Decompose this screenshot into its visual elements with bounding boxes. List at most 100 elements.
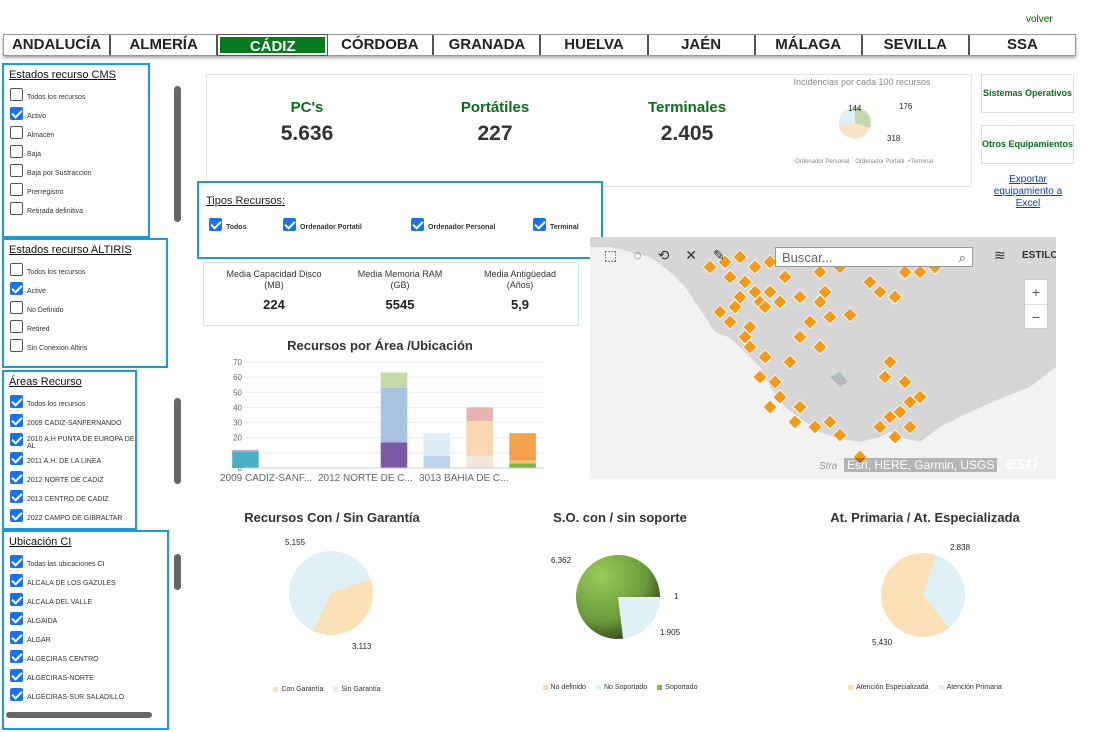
checkbox-item[interactable]: Retirada definitiva (4, 199, 148, 218)
tab-huelva[interactable]: HUELVA (541, 35, 649, 55)
select-circle-icon[interactable]: ◌ (633, 247, 642, 263)
checkbox[interactable] (10, 631, 23, 644)
layers-icon[interactable]: ≋ (994, 247, 1006, 263)
estilo-button[interactable]: ESTILO (1022, 250, 1056, 261)
exportar-excel-link[interactable]: Exportar equipamiento a Excel (993, 174, 1063, 209)
map-view[interactable]: ⬚ ◌ ⟲ ✕ ✎ Buscar... ⌕ ≋ ESTILO + − Stra … (590, 237, 1056, 479)
checkbox-item[interactable]: Retired (4, 317, 166, 336)
zoom-out-button[interactable]: − (1031, 309, 1041, 325)
estados-cms-scrollbar[interactable] (174, 86, 181, 222)
checkbox-item[interactable]: 2022 CAMPO DE GIBRALTAR (4, 506, 135, 525)
checkbox[interactable] (10, 650, 23, 663)
checkbox[interactable] (411, 218, 424, 231)
tab-almería[interactable]: ALMERÍA (111, 35, 219, 55)
volver-link[interactable]: volver (1026, 14, 1053, 25)
map-search-input[interactable]: Buscar... ⌕ (775, 247, 973, 267)
checkbox[interactable] (533, 218, 546, 231)
tipo-checkbox-item[interactable]: Ordenador Portatil (283, 215, 362, 234)
tipo-checkbox-item[interactable]: Terminal (533, 215, 579, 234)
checkbox[interactable] (10, 414, 23, 427)
tab-málaga[interactable]: MÁLAGA (756, 35, 863, 55)
tab-jaén[interactable]: JAÉN (649, 35, 756, 55)
checkbox[interactable] (10, 555, 23, 568)
map-marker (852, 449, 868, 465)
checkbox-item[interactable]: ALGAIDA (4, 609, 167, 628)
checkbox-item[interactable]: Activo (4, 104, 148, 123)
tab-andalucía[interactable]: ANDALUCÍA (4, 35, 112, 55)
checkbox[interactable] (10, 490, 23, 503)
sistemas-operativos-button[interactable]: Sistemas Operativos (981, 74, 1074, 113)
checkbox-item[interactable]: ALGECIRAS-NORTE (4, 666, 167, 685)
checkbox[interactable] (10, 126, 23, 139)
checkbox[interactable] (10, 452, 23, 465)
tab-ssa[interactable]: SSA (1006, 36, 1038, 53)
ubicacion-scrollbar-h[interactable] (6, 712, 152, 718)
tab-granada[interactable]: GRANADA (434, 35, 542, 55)
checkbox-item[interactable]: ALGAR (4, 628, 167, 647)
checkbox-item[interactable]: Todos los recursos (4, 392, 135, 411)
checkbox[interactable] (10, 183, 23, 196)
checkbox-item[interactable]: Active (4, 279, 166, 298)
checkbox[interactable] (10, 593, 23, 606)
checkbox-item[interactable]: 2011 A.H. DE LA LINEA (4, 449, 135, 468)
checkbox-item[interactable]: Todos los recursos (4, 260, 166, 279)
tab-cádiz[interactable]: CÁDIZ (217, 34, 329, 56)
zoom-in-button[interactable]: + (1025, 280, 1047, 305)
checkbox[interactable] (10, 107, 23, 120)
checkbox[interactable] (10, 574, 23, 587)
checkbox[interactable] (10, 612, 23, 625)
checkbox-item[interactable]: ALGECIRAS CENTRO (4, 647, 167, 666)
checkbox-item[interactable]: Baja (4, 142, 148, 161)
checkbox[interactable] (283, 218, 296, 231)
tab-córdoba[interactable]: CÓRDOBA (327, 35, 435, 55)
checkbox[interactable] (10, 88, 23, 101)
checkbox[interactable] (10, 282, 23, 295)
checkbox-item[interactable]: No Definido (4, 298, 166, 317)
bar-segment (466, 455, 493, 468)
checkbox-item[interactable]: ALCALA DE LOS GAZULES (4, 571, 167, 590)
checkbox-item[interactable]: ALGECIRAS-SUR SALADILLO (4, 685, 167, 704)
checkbox[interactable] (10, 301, 23, 314)
ubicacion-scrollbar-v[interactable] (174, 554, 181, 590)
checkbox[interactable] (10, 320, 23, 333)
checkbox-item[interactable]: Todos los recursos (4, 85, 148, 104)
checkbox[interactable] (10, 145, 23, 158)
checkbox-item[interactable]: 2012 NORTE DE CADIZ (4, 468, 135, 487)
edit-icon[interactable]: ✎ (713, 247, 725, 263)
areas-scrollbar[interactable] (174, 398, 181, 484)
legend-item: Sin Garantía (333, 686, 381, 693)
checkbox[interactable] (10, 395, 23, 408)
select-rectangle-icon[interactable]: ⬚ (604, 247, 618, 263)
checkbox[interactable] (10, 471, 23, 484)
checkbox[interactable] (10, 202, 23, 215)
y-tick-label: 70 (233, 358, 242, 367)
checkbox-item[interactable]: Todas las ubicaciones CI (4, 552, 167, 571)
map-marker (892, 404, 908, 420)
tipo-checkbox-item[interactable]: Todos (209, 215, 246, 234)
checkbox-item[interactable]: ALCALA DEL VALLE (4, 590, 167, 609)
checkbox[interactable] (10, 339, 23, 352)
checkbox-item[interactable]: 2010 A.H PUNTA DE EUROPA DE AL (4, 430, 135, 450)
checkbox[interactable] (10, 263, 23, 276)
map-markers[interactable] (590, 237, 1056, 479)
checkbox[interactable] (10, 509, 23, 522)
checkbox-item[interactable]: Sin Conexion Altiris (4, 336, 166, 355)
select-lasso-icon[interactable]: ⟲ (657, 247, 670, 263)
checkbox-item[interactable]: Prerregistro (4, 180, 148, 199)
checkbox[interactable] (10, 688, 23, 701)
otros-equipamientos-button[interactable]: Otros Equipamientos (981, 125, 1074, 164)
checkbox-item[interactable]: Almacen (4, 123, 148, 142)
map-marker (887, 429, 903, 445)
checkbox[interactable] (10, 669, 23, 682)
checkbox[interactable] (10, 433, 23, 446)
pie-soporte-label-soportado: 6.362 (551, 556, 572, 565)
tipo-checkbox-item[interactable]: Ordenador Personal (411, 215, 495, 234)
checkbox-item[interactable]: Baja por Sustraccion (4, 161, 148, 180)
checkbox-item[interactable]: 2013 CENTRO DE CADIZ (4, 487, 135, 506)
clear-selection-icon[interactable]: ✕ (685, 247, 698, 263)
estados-altiris-panel: Estados recurso ALTIRIS Todos los recurs… (2, 238, 168, 368)
checkbox[interactable] (209, 218, 222, 231)
checkbox[interactable] (10, 164, 23, 177)
tab-sevilla[interactable]: SEVILLA (863, 35, 970, 55)
checkbox-item[interactable]: 2009 CADIZ-SANFERNANDO (4, 411, 135, 430)
